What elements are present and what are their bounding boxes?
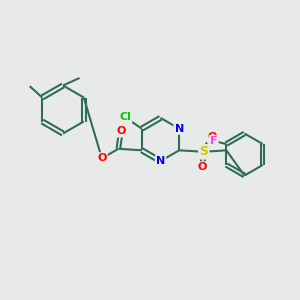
Text: S: S — [199, 145, 208, 158]
Text: O: O — [97, 153, 106, 164]
Text: O: O — [198, 162, 207, 172]
Text: O: O — [208, 132, 217, 142]
Text: Cl: Cl — [119, 112, 131, 122]
Text: F: F — [210, 136, 218, 146]
Text: N: N — [156, 156, 165, 166]
Text: O: O — [116, 126, 125, 136]
Text: N: N — [175, 124, 184, 134]
